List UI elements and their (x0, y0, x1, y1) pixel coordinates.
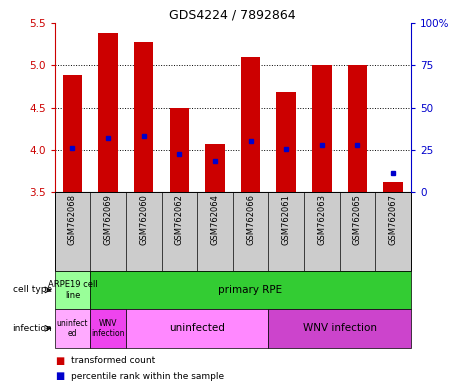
Text: uninfected: uninfected (169, 323, 225, 333)
Text: uninfect
ed: uninfect ed (57, 319, 88, 338)
Bar (134, 43, 153, 192)
Text: percentile rank within the sample: percentile rank within the sample (71, 372, 224, 381)
Text: WNV infection: WNV infection (303, 323, 377, 333)
Bar (55, 309, 90, 348)
Text: primary RPE: primary RPE (218, 285, 283, 295)
Text: transformed count: transformed count (71, 356, 155, 366)
Title: GDS4224 / 7892864: GDS4224 / 7892864 (170, 9, 296, 22)
Text: GSM762066: GSM762066 (246, 194, 255, 245)
Bar (205, 144, 225, 192)
Text: WNV
infection: WNV infection (91, 319, 125, 338)
Text: GSM762067: GSM762067 (389, 194, 398, 245)
Bar (312, 65, 332, 192)
Bar (98, 33, 118, 192)
Text: GSM762063: GSM762063 (317, 194, 326, 245)
Bar (276, 92, 296, 192)
Text: GSM762062: GSM762062 (175, 194, 184, 245)
Text: GSM762065: GSM762065 (353, 194, 362, 245)
Bar (63, 75, 82, 192)
Text: GSM762068: GSM762068 (68, 194, 77, 245)
Bar (348, 65, 367, 192)
Text: ■: ■ (55, 356, 64, 366)
Text: GSM762064: GSM762064 (210, 194, 219, 245)
Bar (170, 108, 189, 192)
Bar (90, 309, 126, 348)
Text: infection: infection (12, 324, 52, 333)
Text: cell type: cell type (13, 285, 52, 295)
Bar (126, 309, 268, 348)
Text: GSM762069: GSM762069 (104, 194, 113, 245)
Text: GSM762061: GSM762061 (282, 194, 291, 245)
Text: GSM762060: GSM762060 (139, 194, 148, 245)
Bar (268, 309, 411, 348)
Bar (55, 271, 90, 309)
Text: ■: ■ (55, 371, 64, 381)
Bar (241, 57, 260, 192)
Text: ARPE19 cell
line: ARPE19 cell line (48, 280, 97, 300)
Bar (383, 182, 403, 192)
